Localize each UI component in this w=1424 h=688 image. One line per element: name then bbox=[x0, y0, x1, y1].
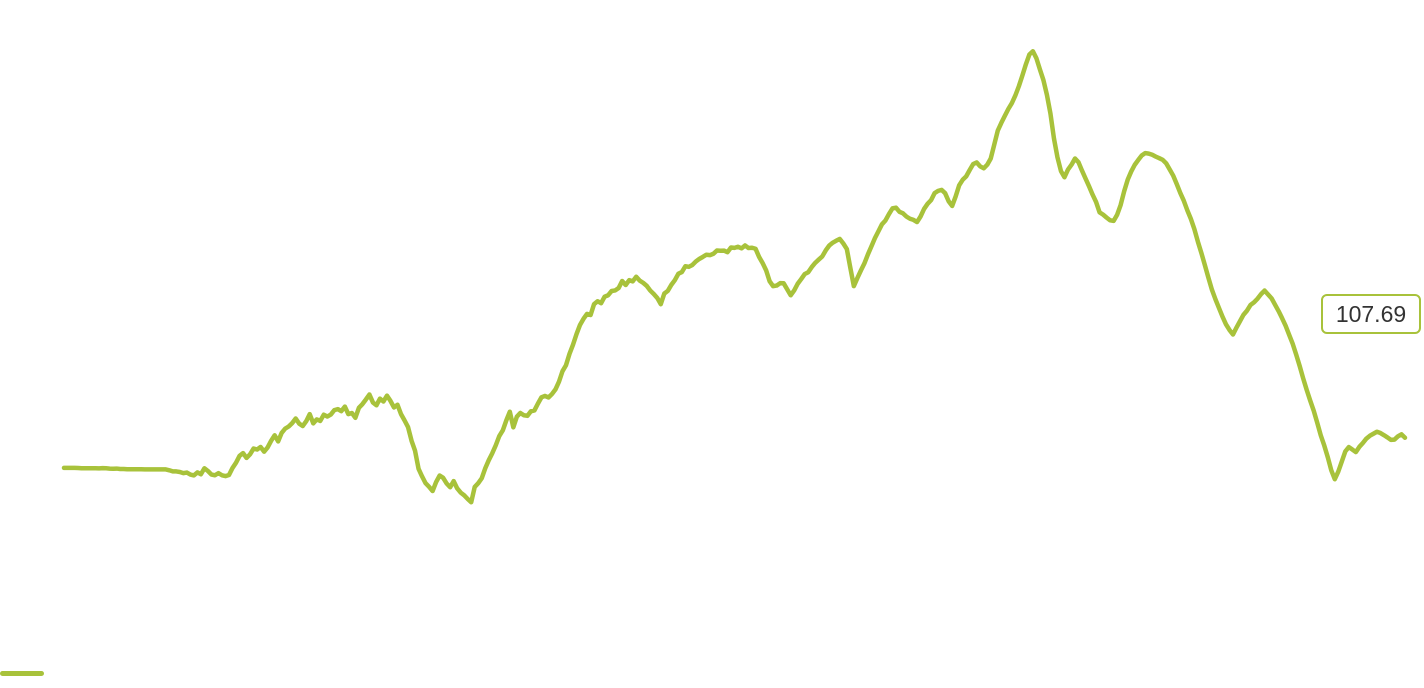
last-value-label: 107.69 bbox=[1321, 294, 1421, 334]
series-line bbox=[61, 49, 1408, 505]
legend-swatch bbox=[0, 671, 44, 676]
